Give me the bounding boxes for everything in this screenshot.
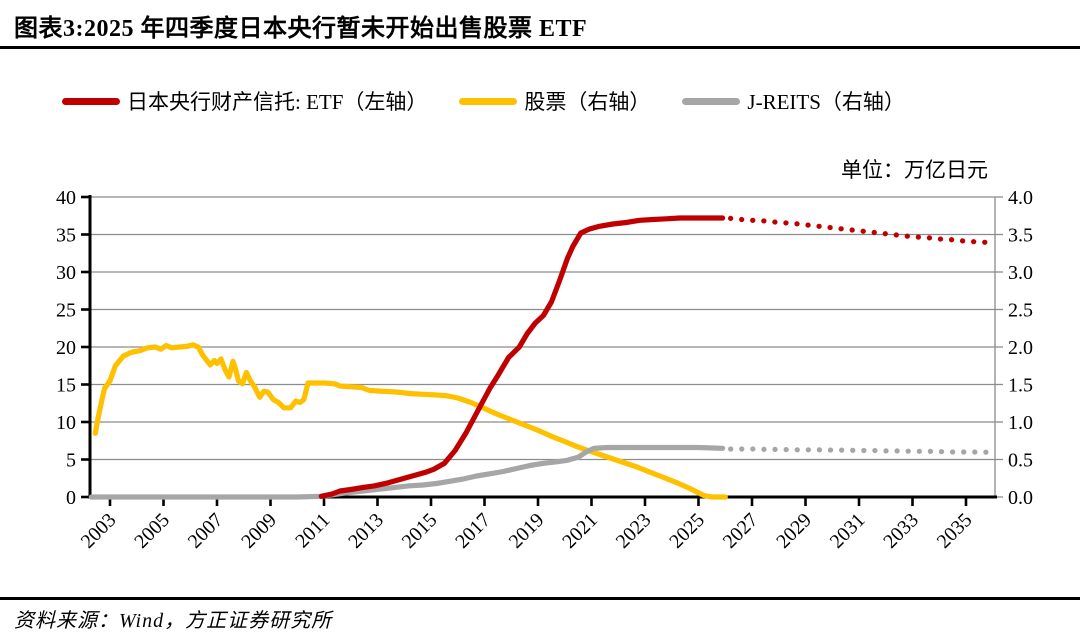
svg-text:2009: 2009 xyxy=(237,509,281,553)
svg-text:30: 30 xyxy=(56,262,76,284)
svg-text:2.5: 2.5 xyxy=(1008,300,1033,322)
svg-text:2015: 2015 xyxy=(398,509,442,553)
legend-item-jreits: J-REITS（右轴） xyxy=(682,86,905,116)
legend-swatch-stocks xyxy=(459,97,518,105)
svg-text:2027: 2027 xyxy=(719,509,763,553)
svg-text:40: 40 xyxy=(56,187,76,209)
legend-swatch-jreits xyxy=(682,97,741,105)
legend-label-jreits: J-REITS（右轴） xyxy=(747,90,905,114)
svg-text:2003: 2003 xyxy=(77,509,121,553)
source-note: 资料来源：Wind，方正证券研究所 xyxy=(14,610,333,632)
svg-text:0.5: 0.5 xyxy=(1008,450,1033,472)
svg-text:1.0: 1.0 xyxy=(1008,412,1033,434)
svg-text:2019: 2019 xyxy=(505,509,549,553)
legend-item-etf: 日本央行财产信托: ETF（左轴） xyxy=(62,86,427,116)
svg-text:5: 5 xyxy=(66,450,76,472)
svg-text:4.0: 4.0 xyxy=(1008,187,1033,209)
svg-text:1.5: 1.5 xyxy=(1008,375,1033,397)
svg-text:2007: 2007 xyxy=(184,509,228,553)
svg-text:2.0: 2.0 xyxy=(1008,337,1033,359)
svg-text:2029: 2029 xyxy=(772,509,816,553)
svg-text:2005: 2005 xyxy=(130,509,174,553)
svg-text:35: 35 xyxy=(56,225,76,247)
svg-text:10: 10 xyxy=(56,412,76,434)
svg-text:2011: 2011 xyxy=(291,509,334,552)
svg-text:0: 0 xyxy=(66,487,76,509)
svg-text:2031: 2031 xyxy=(826,509,870,553)
svg-text:2035: 2035 xyxy=(933,509,977,553)
footer-divider xyxy=(0,597,1080,600)
legend-item-stocks: 股票（右轴） xyxy=(459,86,650,116)
legend-swatch-etf xyxy=(62,97,120,105)
legend-label-etf: 日本央行财产信托: ETF（左轴） xyxy=(127,90,428,114)
svg-text:2025: 2025 xyxy=(665,509,709,553)
figure-title: 图表3:2025 年四季度日本央行暂未开始出售股票 ETF xyxy=(14,16,588,42)
svg-text:2033: 2033 xyxy=(879,509,923,553)
legend-label-stocks: 股票（右轴） xyxy=(524,90,651,114)
axis-unit-label: 单位：万亿日元 xyxy=(841,158,988,182)
title-divider xyxy=(0,46,1080,49)
svg-text:2021: 2021 xyxy=(558,509,602,553)
svg-text:3.5: 3.5 xyxy=(1008,225,1033,247)
svg-text:15: 15 xyxy=(56,375,76,397)
svg-text:3.0: 3.0 xyxy=(1008,262,1033,284)
svg-text:2017: 2017 xyxy=(451,509,495,553)
svg-text:2013: 2013 xyxy=(344,509,388,553)
chart-legend: 日本央行财产信托: ETF（左轴） 股票（右轴） J-REITS（右轴） xyxy=(62,86,1052,116)
svg-text:2023: 2023 xyxy=(612,509,656,553)
svg-text:0.0: 0.0 xyxy=(1008,487,1033,509)
svg-text:20: 20 xyxy=(56,337,76,359)
svg-text:25: 25 xyxy=(56,300,76,322)
